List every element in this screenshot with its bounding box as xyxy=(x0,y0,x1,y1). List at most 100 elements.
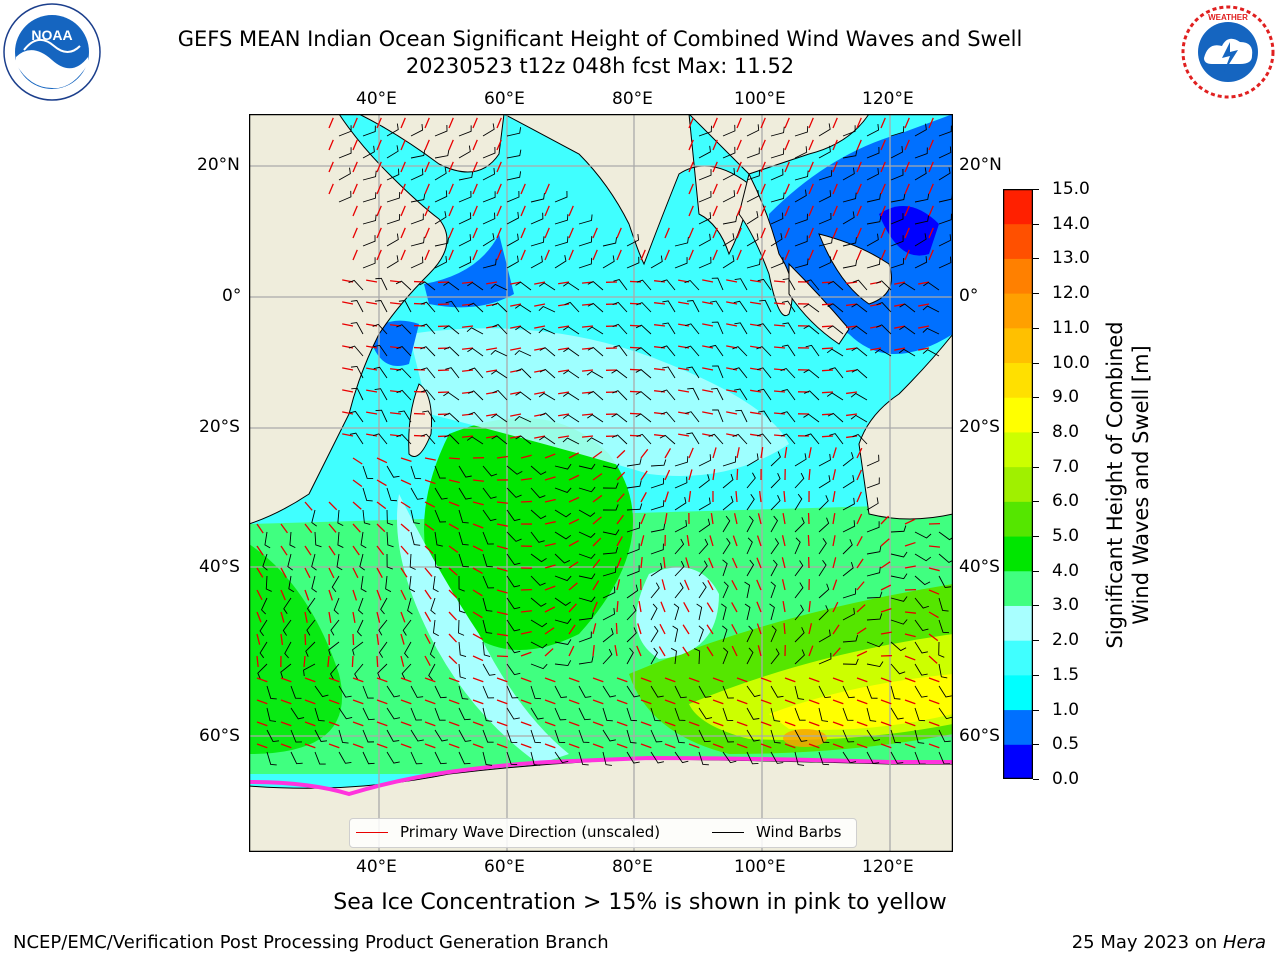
wind-barb xyxy=(696,603,703,621)
wave-direction-arrow xyxy=(904,611,917,614)
wave-direction-arrow xyxy=(424,205,430,217)
wind-barb xyxy=(842,149,858,159)
wave-direction-arrow xyxy=(568,561,579,569)
wind-barb xyxy=(482,663,496,676)
wave-direction-arrow xyxy=(731,602,738,613)
wind-barb xyxy=(538,328,556,335)
wind-barb xyxy=(458,531,469,546)
wind-barb xyxy=(818,538,827,555)
wave-direction-arrow xyxy=(448,655,458,665)
wind-barb xyxy=(458,190,472,203)
wind-barb xyxy=(554,255,567,269)
wave-direction-arrow xyxy=(856,536,863,547)
wind-barb xyxy=(578,531,596,538)
colorbar-tick xyxy=(1033,223,1039,225)
wind-barb xyxy=(818,517,830,533)
wind-barb xyxy=(530,751,541,766)
wind-barb xyxy=(660,411,676,423)
wind-barb xyxy=(443,281,460,291)
wave-direction-arrow xyxy=(424,567,433,577)
wind-barb xyxy=(265,575,272,592)
wind-barb xyxy=(794,537,801,555)
wind-barb xyxy=(492,389,508,401)
legend-label: Wind Barbs xyxy=(756,823,842,841)
colorbar-tick-label: 10.0 xyxy=(1052,352,1090,373)
wind-barb xyxy=(851,303,868,313)
wave-direction-arrow xyxy=(664,448,672,459)
wind-barb xyxy=(794,472,805,489)
wind-barb xyxy=(338,751,352,764)
wave-direction-arrow xyxy=(821,325,834,328)
wave-direction-arrow xyxy=(448,677,460,683)
wind-barb xyxy=(563,370,580,379)
wind-barb xyxy=(530,707,544,720)
wind-barb xyxy=(578,509,596,517)
wave-direction-arrow xyxy=(376,501,387,510)
wave-direction-arrow xyxy=(808,161,814,173)
wind-barb xyxy=(386,145,399,159)
wind-barb xyxy=(314,685,329,698)
wave-direction-arrow xyxy=(568,603,577,613)
wave-direction-arrow xyxy=(760,117,766,129)
wave-direction-arrow xyxy=(342,411,354,415)
wind-barb xyxy=(306,597,316,614)
wind-barb xyxy=(420,367,436,379)
colorbar-tick xyxy=(1033,189,1039,190)
wind-barb xyxy=(851,368,868,379)
wind-barb xyxy=(491,435,508,445)
wave-direction-arrow xyxy=(400,633,405,645)
wind-barb xyxy=(866,729,881,742)
wind-barb xyxy=(554,553,571,564)
wave-direction-arrow xyxy=(496,567,508,572)
wind-barb xyxy=(746,647,754,665)
wave-direction-arrow xyxy=(616,743,628,749)
wind-barb xyxy=(734,322,748,335)
wave-direction-arrow xyxy=(736,249,742,261)
wave-direction-arrow xyxy=(568,699,580,705)
wind-barb xyxy=(586,437,604,445)
wind-barb xyxy=(539,368,556,379)
wave-direction-arrow xyxy=(461,347,474,350)
wave-direction-arrow xyxy=(558,347,570,351)
wave-direction-arrow xyxy=(304,721,316,727)
wave-direction-arrow xyxy=(256,743,268,749)
wave-direction-arrow xyxy=(592,623,597,635)
wave-direction-arrow xyxy=(558,413,570,417)
wave-direction-arrow xyxy=(880,561,891,569)
wave-direction-arrow xyxy=(821,303,834,306)
wave-direction-arrow xyxy=(510,281,522,285)
wind-barb xyxy=(458,171,474,181)
wind-barb xyxy=(374,300,388,313)
wave-direction-arrow xyxy=(664,249,670,261)
wave-direction-arrow xyxy=(424,227,430,239)
wave-direction-arrow xyxy=(784,447,788,459)
wave-direction-arrow xyxy=(870,347,882,351)
wind-barb xyxy=(410,168,424,181)
wind-barb xyxy=(506,729,518,743)
wave-direction-arrow xyxy=(759,491,762,503)
wave-direction-arrow xyxy=(328,611,332,623)
wave-direction-arrow xyxy=(534,281,546,285)
wind-barb xyxy=(794,189,807,203)
wave-direction-arrow xyxy=(636,645,642,657)
wind-barb xyxy=(362,465,374,480)
wind-barb xyxy=(794,729,808,742)
wave-direction-arrow xyxy=(472,611,483,619)
wave-direction-arrow xyxy=(784,227,790,239)
wind-barb xyxy=(602,463,620,470)
wind-barb xyxy=(842,685,855,699)
wind-barb xyxy=(613,279,628,291)
wave-direction-arrow xyxy=(304,567,311,579)
wind-barb xyxy=(914,641,928,654)
wind-barb xyxy=(685,411,700,423)
wave-direction-arrow xyxy=(856,677,868,683)
wave-direction-arrow xyxy=(448,183,454,195)
wind-barb xyxy=(538,305,556,313)
wind-barb xyxy=(288,575,295,593)
wave-direction-arrow xyxy=(784,117,790,129)
wind-barb xyxy=(362,125,376,137)
wind-barb xyxy=(401,663,412,680)
wind-barb xyxy=(410,149,426,159)
chart-title: GEFS MEAN Indian Ocean Significant Heigh… xyxy=(177,27,1023,51)
wave-direction-arrow xyxy=(640,470,648,481)
